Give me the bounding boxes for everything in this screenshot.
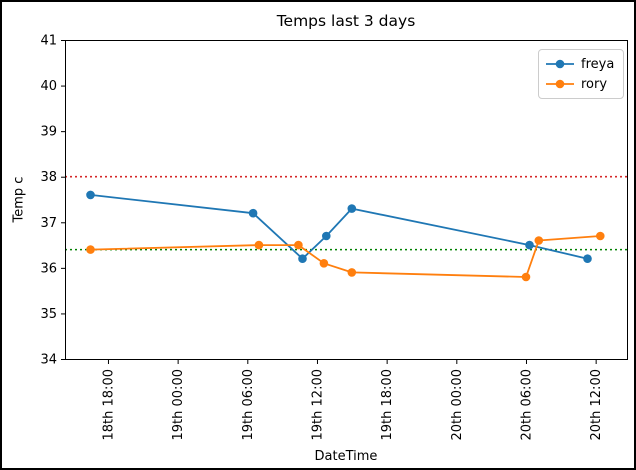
- legend: freya rory: [538, 49, 624, 99]
- chart-title: Temps last 3 days: [276, 12, 416, 30]
- y-tick-label: 41: [40, 34, 57, 49]
- data-point-freya: [322, 231, 331, 241]
- x-axis-label: DateTime: [314, 449, 378, 464]
- data-point-freya: [347, 204, 357, 213]
- y-tick-label: 36: [40, 261, 57, 276]
- data-point-freya: [525, 240, 534, 250]
- y-tick-label: 35: [40, 307, 57, 322]
- data-point-rory: [534, 236, 544, 245]
- x-tick-label: 20th 12:00: [589, 369, 604, 440]
- data-point-rory: [596, 231, 605, 241]
- legend-entry-rory: rory: [546, 74, 615, 94]
- axes-box: [65, 40, 628, 360]
- data-point-freya: [298, 254, 307, 263]
- x-tick-label: 19th 18:00: [380, 369, 395, 440]
- y-tick-label: 37: [40, 216, 57, 231]
- legend-label-freya: freya: [581, 56, 615, 72]
- y-tick-label: 40: [40, 79, 57, 94]
- data-point-rory: [254, 240, 264, 250]
- data-point-freya: [248, 208, 258, 218]
- x-tick-label: 18th 18:00: [101, 369, 116, 440]
- x-tick-label: 19th 00:00: [171, 369, 186, 440]
- data-point-rory: [86, 245, 95, 254]
- y-tick-label: 34: [40, 353, 57, 368]
- x-tick-label: 19th 06:00: [241, 369, 256, 440]
- legend-entry-freya: freya: [546, 54, 615, 74]
- data-point-rory: [319, 259, 329, 268]
- x-tick-label: 20th 00:00: [450, 369, 465, 440]
- y-tick-label: 38: [40, 170, 57, 185]
- legend-marker-rory: [546, 79, 574, 89]
- y-tick-label: 39: [40, 125, 57, 140]
- data-point-rory: [294, 240, 303, 250]
- data-point-rory: [347, 268, 357, 277]
- data-point-rory: [521, 272, 531, 282]
- x-tick-label: 19th 12:00: [310, 369, 325, 440]
- data-point-freya: [86, 190, 95, 200]
- x-tick-label: 20th 06:00: [519, 369, 534, 440]
- data-point-freya: [583, 254, 592, 263]
- series-line-rory: [89, 235, 602, 278]
- legend-marker-freya: [546, 59, 574, 69]
- legend-label-rory: rory: [581, 76, 608, 92]
